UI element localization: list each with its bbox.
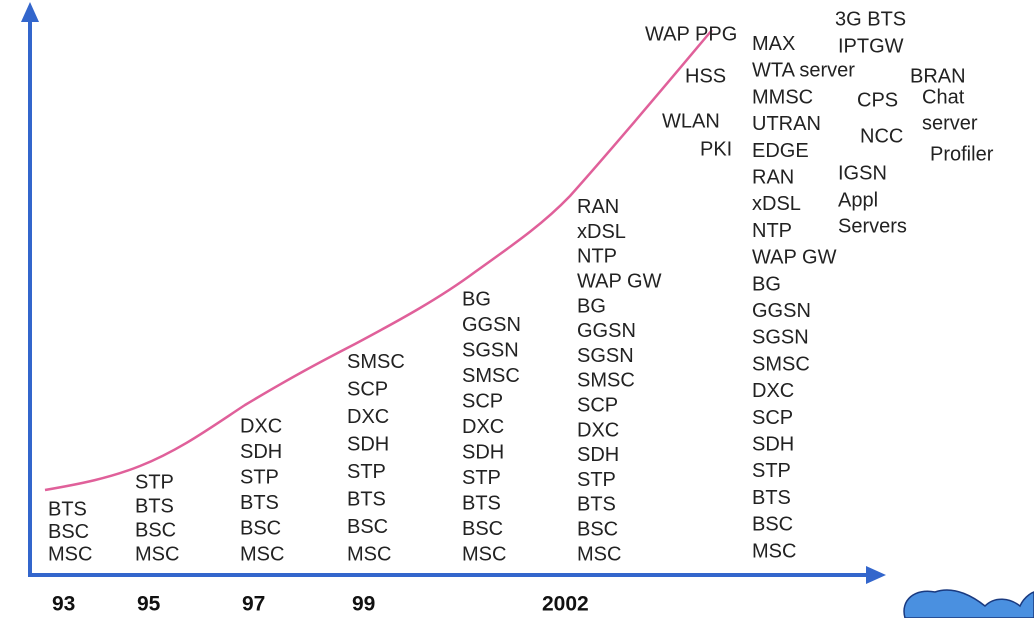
network-element: STP [347, 461, 386, 483]
network-element: WAP GW [577, 270, 662, 292]
cloud-icon [904, 590, 1034, 618]
network-element: STP [752, 460, 791, 482]
network-element: GGSN [752, 300, 811, 322]
network-element: MSC [462, 543, 506, 565]
year-label: 93 [52, 593, 75, 616]
network-element: SDH [347, 433, 389, 455]
network-element: MSC [240, 543, 284, 565]
network-element: STP [135, 471, 174, 493]
network-element: BSC [135, 519, 176, 541]
network-element: BTS [577, 494, 616, 516]
network-element: GGSN [462, 314, 521, 336]
network-element: WTA server [752, 60, 855, 82]
network-element: NTP [577, 246, 617, 268]
network-element: SDH [577, 444, 619, 466]
year-label: 99 [352, 593, 375, 616]
network-element: BTS [752, 487, 791, 509]
network-element: SDH [240, 441, 282, 463]
network-element: BTS [347, 488, 386, 510]
network-element: SMSC [347, 351, 405, 373]
network-element: IPTGW [838, 35, 904, 57]
network-element: xDSL [752, 193, 801, 215]
network-element: BRAN [910, 65, 966, 87]
network-element: BTS [48, 498, 87, 520]
network-element: 3G BTS [835, 8, 906, 30]
network-element: MAX [752, 33, 795, 55]
network-element: PKI [700, 138, 732, 160]
network-element: SCP [577, 394, 618, 416]
network-element: STP [462, 467, 501, 489]
network-element: SDH [462, 441, 504, 463]
network-element: DXC [577, 419, 619, 441]
network-element: BSC [752, 514, 793, 536]
network-element: NTP [752, 220, 792, 242]
network-element: SCP [462, 390, 503, 412]
network-element: BSC [462, 518, 503, 540]
network-element: STP [577, 469, 616, 491]
year-label: 95 [137, 593, 161, 616]
network-element: STP [240, 466, 279, 488]
network-element: BSC [48, 521, 89, 543]
network-element: IGSN [838, 162, 887, 184]
network-element: MSC [347, 543, 391, 565]
network-element: SMSC [577, 370, 635, 392]
network-element: BSC [577, 518, 618, 540]
network-element: SCP [347, 378, 388, 400]
network-element: MSC [135, 543, 179, 565]
network-element: RAN [577, 196, 619, 218]
network-element: BSC [240, 518, 281, 540]
network-element: WAP PPG [645, 23, 737, 45]
network-element: BG [577, 295, 606, 317]
network-element: BTS [240, 492, 279, 514]
network-element: DXC [347, 406, 389, 428]
network-element: MSC [577, 543, 621, 565]
network-element: UTRAN [752, 113, 821, 135]
network-element: BTS [135, 495, 174, 517]
network-element: Appl [838, 189, 878, 211]
network-element: Chat [922, 86, 965, 108]
network-element: SGSN [752, 327, 809, 349]
network-element: EDGE [752, 140, 809, 162]
network-element: MSC [48, 543, 92, 565]
network-element: CPS [857, 89, 898, 111]
network-element: DXC [240, 415, 282, 437]
network-element: SGSN [462, 339, 519, 361]
network-element: server [922, 112, 978, 134]
network-element: SDH [752, 433, 794, 455]
network-element: WLAN [662, 110, 720, 132]
network-element: Profiler [930, 143, 994, 165]
network-element: Servers [838, 215, 907, 237]
network-element: BSC [347, 516, 388, 538]
network-element: SMSC [462, 365, 520, 387]
network-element: RAN [752, 166, 794, 188]
network-element: SMSC [752, 353, 810, 375]
network-element: HSS [685, 65, 726, 87]
network-element: BG [462, 288, 491, 310]
network-element: BTS [462, 492, 501, 514]
network-element: MMSC [752, 86, 813, 108]
network-element: MSC [752, 540, 796, 562]
network-element: DXC [462, 416, 504, 438]
network-element: SGSN [577, 345, 634, 367]
y-axis-arrow [21, 2, 39, 22]
network-element: WAP GW [752, 247, 837, 269]
year-label: 2002 [542, 593, 589, 616]
diagram: 939597992002BTSBSCMSCSTPBTSBSCMSCDXCSDHS… [0, 0, 1034, 618]
network-element: SCP [752, 407, 793, 429]
year-label: 97 [242, 593, 265, 616]
x-axis-arrow [866, 566, 886, 584]
network-element: xDSL [577, 221, 626, 243]
network-element: NCC [860, 125, 903, 147]
network-element: GGSN [577, 320, 636, 342]
network-element: DXC [752, 380, 794, 402]
network-element: BG [752, 273, 781, 295]
